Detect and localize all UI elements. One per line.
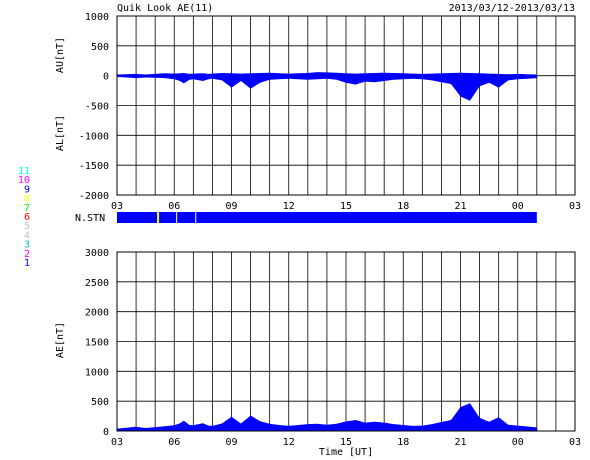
nstn-gap-marks xyxy=(157,212,197,223)
station-legend-entry: 8 xyxy=(24,194,30,205)
xtick-label: 12 xyxy=(283,437,295,448)
station-legend-entry: 10 xyxy=(18,175,30,186)
al-axis-label: AL[nT] xyxy=(55,115,66,151)
au-al-grid xyxy=(117,15,575,196)
ytick-label: -1000 xyxy=(79,131,109,142)
ytick-label: -1500 xyxy=(79,161,109,172)
au-al-xtick-labels: 03 06 09 12 15 18 21 00 03 xyxy=(111,201,581,212)
station-legend-entry: 1 xyxy=(24,258,30,269)
ae-xtick-labels: 03 06 09 12 15 18 21 00 03 xyxy=(111,437,581,448)
ytick-label: 3000 xyxy=(85,248,109,259)
xtick-label: 03 xyxy=(569,437,581,448)
station-legend-entry: 6 xyxy=(24,212,30,223)
time-axis-label: Time [UT] xyxy=(319,447,373,458)
ae-series-area xyxy=(117,403,537,431)
station-legend-entry: 5 xyxy=(24,221,30,232)
ytick-label: 500 xyxy=(91,42,109,53)
xtick-label: 03 xyxy=(111,437,123,448)
xtick-label: 06 xyxy=(168,437,180,448)
xtick-label: 03 xyxy=(569,201,581,212)
station-legend-entry: 7 xyxy=(24,203,30,214)
nstn-gap-mark xyxy=(157,212,160,223)
ytick-label: -500 xyxy=(85,102,109,113)
xtick-label: 18 xyxy=(397,201,409,212)
ytick-label: 2500 xyxy=(85,278,109,289)
nstn-gap-mark xyxy=(195,212,197,223)
xtick-label: 09 xyxy=(225,437,237,448)
nstn-bar xyxy=(117,212,537,223)
station-legend-entry: 2 xyxy=(24,249,30,260)
xtick-label: 18 xyxy=(397,437,409,448)
au-series-area xyxy=(117,72,537,76)
nstn-gap-mark xyxy=(176,212,178,223)
xtick-label: 09 xyxy=(225,201,237,212)
station-legend-entry: 11 xyxy=(18,166,30,177)
ytick-label: 500 xyxy=(91,397,109,408)
au-al-panel: 1000 500 0 -500 -1000 -1500 -2000 03 06 09 12 15 18… xyxy=(55,12,581,212)
ae-ytick-labels: 3000 2500 2000 1500 1000 500 0 xyxy=(85,248,109,438)
ae-axis-label: AE[nT] xyxy=(55,322,66,358)
nstn-panel: N.STN xyxy=(75,212,537,224)
au-al-ytick-labels: 1000 500 0 -500 -1000 -1500 -2000 xyxy=(79,12,109,202)
xtick-label: 00 xyxy=(512,201,524,212)
ytick-label: 0 xyxy=(103,72,109,83)
xtick-label: 21 xyxy=(454,437,466,448)
date-range: 2013/03/12-2013/03/13 xyxy=(449,3,575,14)
xtick-label: 00 xyxy=(512,437,524,448)
ytick-label: 1000 xyxy=(85,12,109,23)
xtick-label: 03 xyxy=(111,201,123,212)
au-axis-label: AU[nT] xyxy=(55,37,66,73)
ytick-label: -2000 xyxy=(79,191,109,202)
al-series-area xyxy=(117,75,537,101)
ytick-label: 0 xyxy=(103,427,109,438)
ytick-label: 1500 xyxy=(85,338,109,349)
xtick-label: 21 xyxy=(454,201,466,212)
xtick-label: 15 xyxy=(340,201,352,212)
xtick-label: 06 xyxy=(168,201,180,212)
ytick-label: 1000 xyxy=(85,367,109,378)
xtick-label: 12 xyxy=(283,201,295,212)
chart-title: Quik Look AE(11) xyxy=(117,3,213,14)
station-legend-entry: 3 xyxy=(24,240,30,251)
station-legend-entry: 4 xyxy=(24,230,30,241)
station-legend-entry: 9 xyxy=(24,184,30,195)
ae-grid xyxy=(117,251,575,432)
xtick-label: 15 xyxy=(340,437,352,448)
au-al-frame xyxy=(116,15,576,196)
ytick-label: 2000 xyxy=(85,308,109,319)
nstn-label: N.STN xyxy=(75,213,105,224)
ae-frame xyxy=(116,251,576,432)
